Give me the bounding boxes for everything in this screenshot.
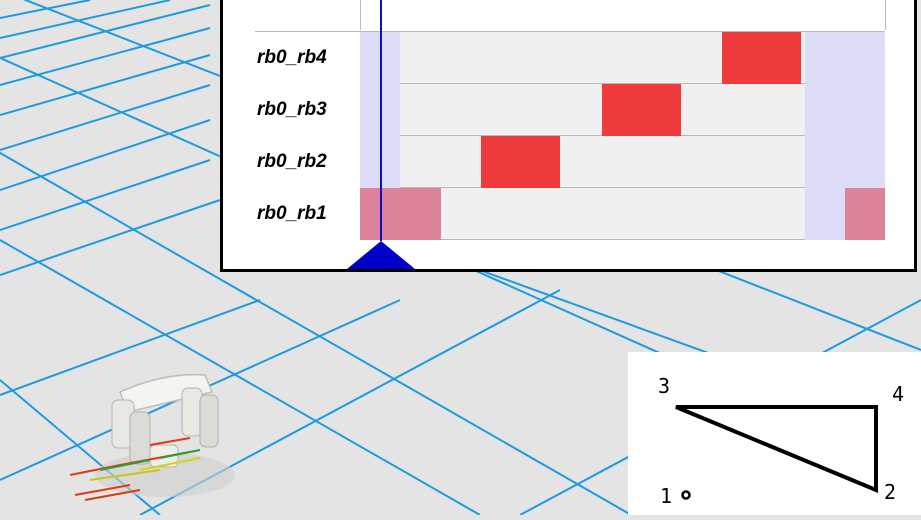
leg-label-2: 2 <box>884 480 897 504</box>
footstep-markers <box>69 437 201 501</box>
leg-label-4: 4 <box>892 382 905 406</box>
time-cursor-marker[interactable] <box>347 241 415 269</box>
stance-phase-segment <box>360 188 441 240</box>
current-time-window <box>805 32 885 84</box>
support-polygon-diagram <box>675 405 878 500</box>
stance-phase-segment <box>602 84 681 136</box>
leg-label-3: 3 <box>658 374 671 398</box>
gait-row-label: rb0_rb1 <box>257 203 327 224</box>
gait-row-track[interactable] <box>360 84 885 136</box>
stance-phase-segment <box>481 136 560 188</box>
gait-row-label: rb0_rb3 <box>257 99 327 120</box>
quadruped-robot[interactable] <box>69 373 235 501</box>
leg-1-marker <box>681 490 691 500</box>
stance-phase-segment <box>722 32 801 84</box>
support-polygon-panel: 3 4 1 2 <box>628 352 921 515</box>
support-polygon <box>675 405 878 493</box>
current-time-window <box>805 136 885 188</box>
stance-phase-segment <box>845 188 885 240</box>
gait-timeline-panel: rb0_rb4 rb0_rb3 rb0_rb2 rb0_rb1 <box>220 0 917 272</box>
gait-row-track[interactable] <box>360 136 885 188</box>
time-cursor-line[interactable] <box>380 0 382 241</box>
current-time-window <box>805 84 885 136</box>
gait-row-track[interactable] <box>360 188 885 240</box>
timeline-divider <box>885 0 886 30</box>
gait-row-label: rb0_rb2 <box>257 151 327 172</box>
leg-label-1: 1 <box>660 484 673 508</box>
gait-row-label: rb0_rb4 <box>257 47 327 68</box>
gait-row-track[interactable] <box>360 32 885 84</box>
timeline-rule <box>255 31 885 32</box>
timeline-divider <box>360 0 361 30</box>
